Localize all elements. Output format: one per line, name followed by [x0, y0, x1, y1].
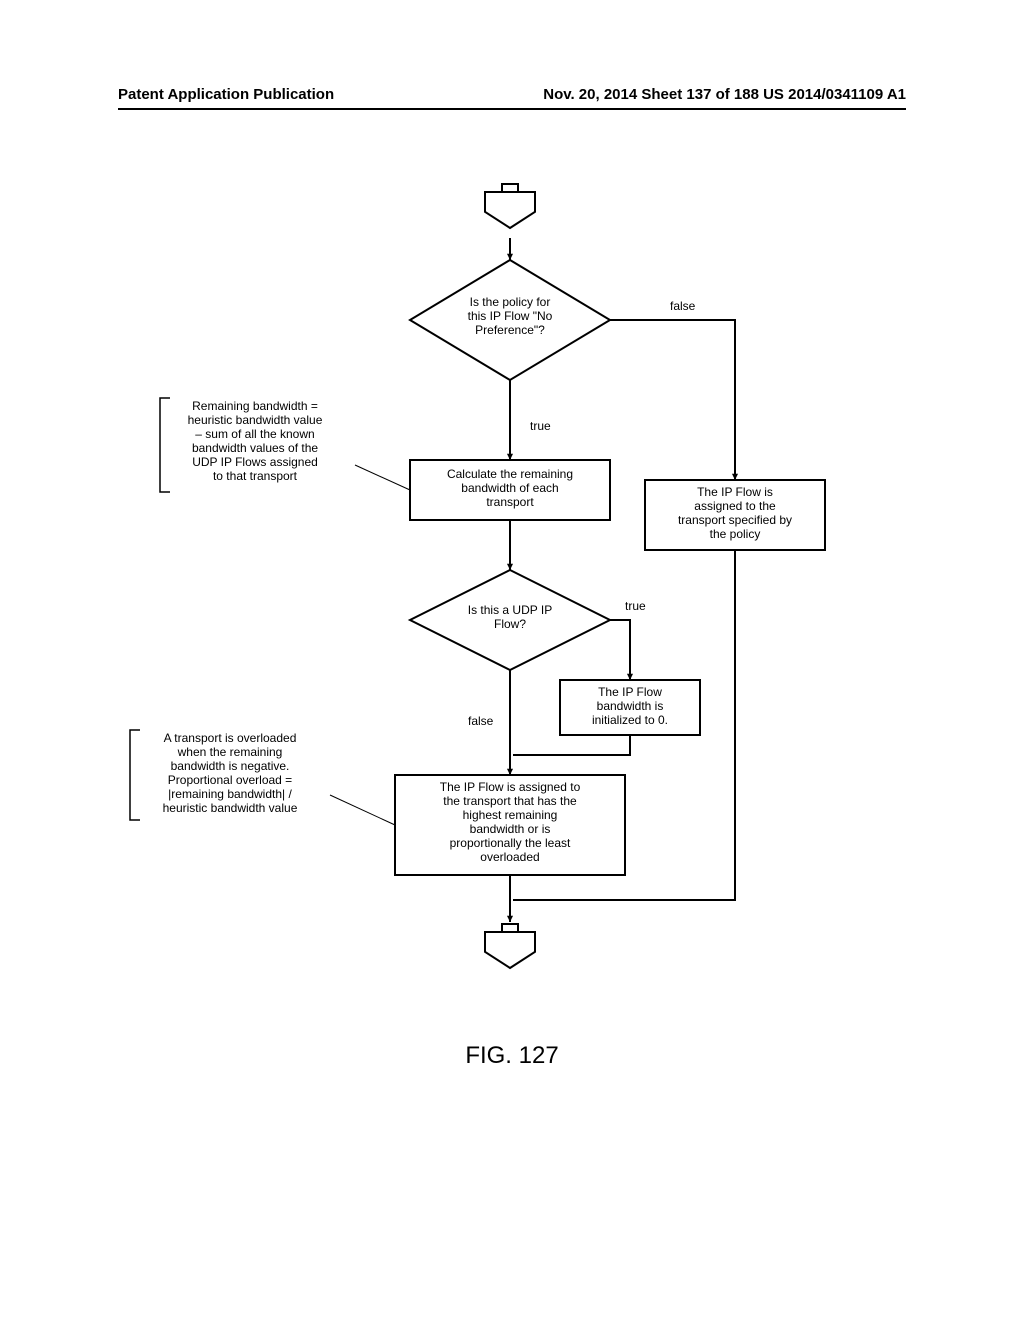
svg-text:true: true	[625, 599, 646, 613]
header-rule	[118, 108, 906, 110]
svg-text:The IP Flowbandwidth isinitial: The IP Flowbandwidth isinitialized to 0.	[592, 685, 668, 727]
flowchart: Is the policy forthis IP Flow "NoPrefere…	[100, 160, 920, 1060]
header-left: Patent Application Publication	[118, 86, 334, 103]
svg-text:true: true	[530, 419, 551, 433]
page: Patent Application Publication Nov. 20, …	[0, 0, 1024, 1320]
header-right: Nov. 20, 2014 Sheet 137 of 188 US 2014/0…	[543, 86, 906, 103]
figure-label: FIG. 127	[465, 1042, 558, 1070]
svg-text:false: false	[468, 714, 494, 728]
svg-text:Remaining bandwidth =heuristic: Remaining bandwidth =heuristic bandwidth…	[188, 399, 323, 483]
svg-text:false: false	[670, 299, 696, 313]
svg-text:A transport is overloadedwhen: A transport is overloadedwhen the remain…	[163, 731, 298, 815]
svg-text:Is the policy forthis IP Flow: Is the policy forthis IP Flow "NoPrefere…	[468, 295, 553, 337]
